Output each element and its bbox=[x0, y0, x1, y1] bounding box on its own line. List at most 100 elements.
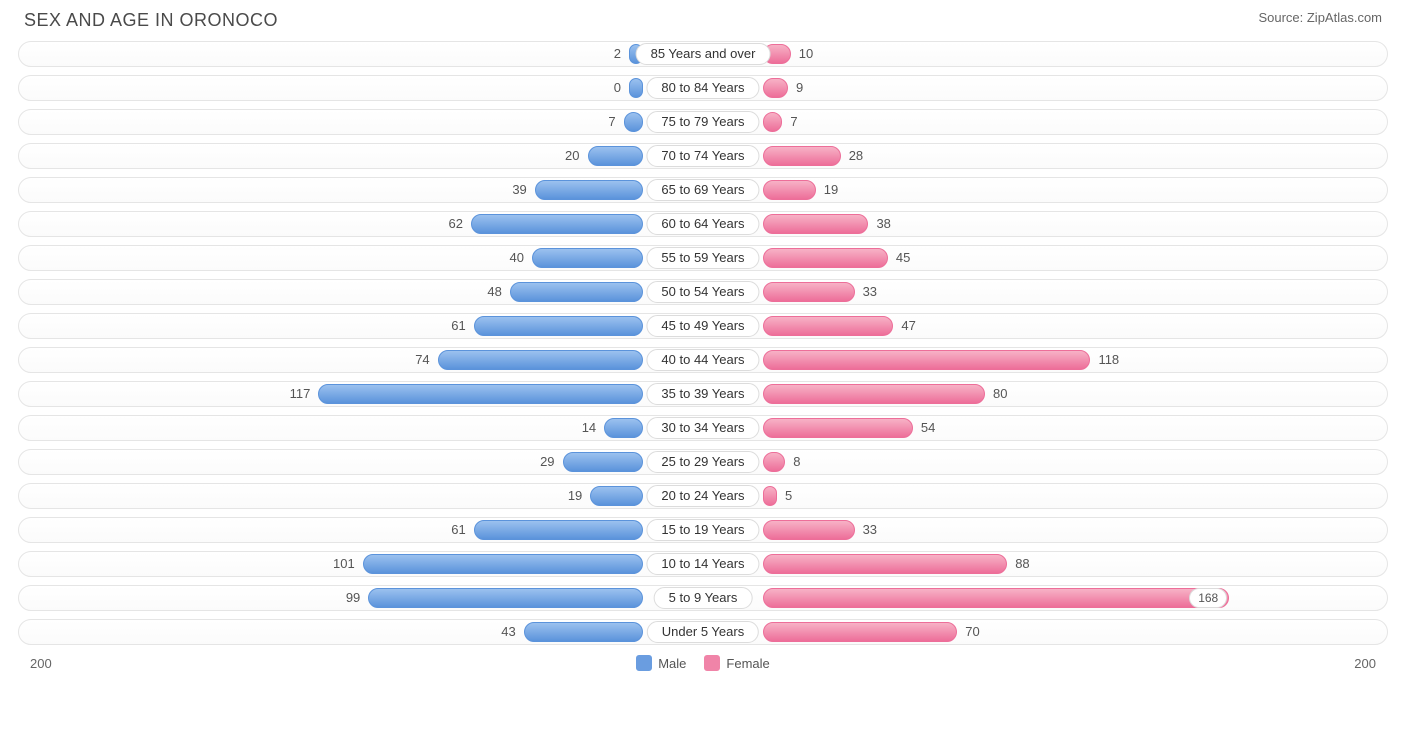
male-value: 43 bbox=[501, 622, 515, 642]
age-label: 45 to 49 Years bbox=[646, 315, 759, 337]
age-label: 85 Years and over bbox=[636, 43, 771, 65]
female-bar bbox=[763, 282, 855, 302]
age-row: 29 8 25 to 29 Years bbox=[12, 445, 1394, 479]
male-bar bbox=[624, 112, 643, 132]
age-label: 20 to 24 Years bbox=[646, 485, 759, 507]
age-row: 145430 to 34 Years bbox=[12, 411, 1394, 445]
age-label: 75 to 79 Years bbox=[646, 111, 759, 133]
female-bar bbox=[763, 248, 888, 268]
legend-female: Female bbox=[704, 655, 769, 671]
age-label: 10 to 14 Years bbox=[646, 553, 759, 575]
legend-female-swatch bbox=[704, 655, 720, 671]
male-bar bbox=[474, 316, 643, 336]
male-bar bbox=[629, 78, 643, 98]
female-bar bbox=[763, 214, 868, 234]
male-value: 40 bbox=[510, 248, 524, 268]
age-label: 30 to 34 Years bbox=[646, 417, 759, 439]
male-value: 48 bbox=[487, 282, 501, 302]
female-value: 88 bbox=[1015, 554, 1029, 574]
female-value: 38 bbox=[876, 214, 890, 234]
female-value: 45 bbox=[896, 248, 910, 268]
legend-male: Male bbox=[636, 655, 686, 671]
male-bar bbox=[368, 588, 643, 608]
female-value: 70 bbox=[965, 622, 979, 642]
age-row: 62 38 60 to 64 Years bbox=[12, 207, 1394, 241]
age-row: 2 10 85 Years and over bbox=[12, 37, 1394, 71]
female-bar bbox=[763, 316, 893, 336]
male-bar bbox=[588, 146, 644, 166]
age-row: 48 33 50 to 54 Years bbox=[12, 275, 1394, 309]
male-value: 14 bbox=[582, 418, 596, 438]
male-value: 39 bbox=[512, 180, 526, 200]
male-bar bbox=[318, 384, 643, 404]
age-label: 5 to 9 Years bbox=[654, 587, 753, 609]
male-value: 101 bbox=[333, 554, 355, 574]
female-bar bbox=[763, 486, 777, 506]
female-bar bbox=[763, 180, 816, 200]
female-value: 80 bbox=[993, 384, 1007, 404]
age-row: 19 5 20 to 24 Years bbox=[12, 479, 1394, 513]
age-row: 101 88 10 to 14 Years bbox=[12, 547, 1394, 581]
male-value: 19 bbox=[568, 486, 582, 506]
age-label: 50 to 54 Years bbox=[646, 281, 759, 303]
age-row: 99 168 5 to 9 Years bbox=[12, 581, 1394, 615]
male-bar bbox=[474, 520, 643, 540]
female-bar bbox=[763, 452, 785, 472]
female-value: 168 bbox=[1189, 588, 1227, 608]
age-label: 65 to 69 Years bbox=[646, 179, 759, 201]
male-value: 2 bbox=[614, 44, 621, 64]
female-value: 10 bbox=[799, 44, 813, 64]
age-row: 117 80 35 to 39 Years bbox=[12, 377, 1394, 411]
male-value: 61 bbox=[451, 316, 465, 336]
age-label: 25 to 29 Years bbox=[646, 451, 759, 473]
male-value: 61 bbox=[451, 520, 465, 540]
male-bar bbox=[510, 282, 643, 302]
female-value: 33 bbox=[863, 282, 877, 302]
male-bar bbox=[563, 452, 643, 472]
axis-left-max: 200 bbox=[30, 656, 52, 671]
male-value: 117 bbox=[290, 384, 311, 404]
male-bar bbox=[524, 622, 643, 642]
female-bar bbox=[763, 622, 957, 642]
male-value: 7 bbox=[608, 112, 615, 132]
female-bar bbox=[763, 384, 985, 404]
male-value: 99 bbox=[346, 588, 360, 608]
male-bar bbox=[532, 248, 643, 268]
female-value: 9 bbox=[796, 78, 803, 98]
age-label: 35 to 39 Years bbox=[646, 383, 759, 405]
male-value: 20 bbox=[565, 146, 579, 166]
chart-area: 21085 Years and over0980 to 84 Years7775… bbox=[0, 37, 1406, 649]
female-bar bbox=[763, 588, 1229, 608]
legend-male-label: Male bbox=[658, 656, 686, 671]
chart-header: SEX AND AGE IN ORONOCO Source: ZipAtlas.… bbox=[0, 0, 1406, 37]
legend: Male Female bbox=[636, 655, 770, 671]
male-value: 0 bbox=[614, 78, 621, 98]
age-row: 7775 to 79 Years bbox=[12, 105, 1394, 139]
male-bar bbox=[604, 418, 643, 438]
legend-female-label: Female bbox=[726, 656, 769, 671]
age-row: 0 9 80 to 84 Years bbox=[12, 71, 1394, 105]
female-value: 5 bbox=[785, 486, 792, 506]
female-value: 8 bbox=[793, 452, 800, 472]
female-value: 47 bbox=[901, 316, 915, 336]
male-value: 29 bbox=[540, 452, 554, 472]
female-bar bbox=[763, 146, 841, 166]
female-value: 118 bbox=[1098, 350, 1119, 370]
age-label: 55 to 59 Years bbox=[646, 247, 759, 269]
male-value: 74 bbox=[415, 350, 429, 370]
age-label: 60 to 64 Years bbox=[646, 213, 759, 235]
age-row: 40 45 55 to 59 Years bbox=[12, 241, 1394, 275]
age-row: 61 47 45 to 49 Years bbox=[12, 309, 1394, 343]
female-bar bbox=[763, 520, 855, 540]
age-row: 613315 to 19 Years bbox=[12, 513, 1394, 547]
male-value: 62 bbox=[448, 214, 462, 234]
male-bar bbox=[363, 554, 643, 574]
male-bar bbox=[535, 180, 643, 200]
male-bar bbox=[471, 214, 643, 234]
age-label: 80 to 84 Years bbox=[646, 77, 759, 99]
female-value: 33 bbox=[863, 520, 877, 540]
age-label: Under 5 Years bbox=[647, 621, 759, 643]
age-row: 391965 to 69 Years bbox=[12, 173, 1394, 207]
female-bar bbox=[763, 78, 788, 98]
age-label: 40 to 44 Years bbox=[646, 349, 759, 371]
